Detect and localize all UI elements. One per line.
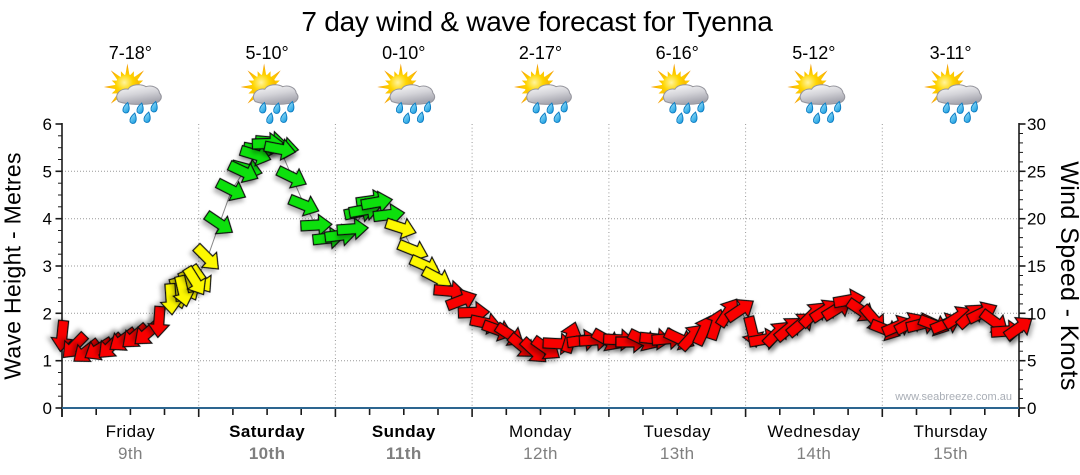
svg-text:1: 1 [43,352,52,371]
svg-text:13th: 13th [660,444,695,463]
svg-text:6-16°: 6-16° [656,43,699,63]
svg-text:5-10°: 5-10° [245,43,288,63]
svg-text:Thursday: Thursday [914,422,988,441]
svg-text:2: 2 [43,304,52,323]
svg-text:15: 15 [1027,257,1046,276]
svg-text:6: 6 [43,115,52,134]
svg-text:9th: 9th [118,444,143,463]
svg-text:14th: 14th [797,444,832,463]
svg-text:Saturday: Saturday [229,422,305,441]
svg-text:11th: 11th [386,444,422,463]
svg-text:Tuesday: Tuesday [644,422,711,441]
svg-text:0-10°: 0-10° [382,43,425,63]
svg-text:5: 5 [1027,352,1036,371]
svg-text:3: 3 [43,257,52,276]
svg-text:Friday: Friday [106,422,156,441]
svg-text:Wednesday: Wednesday [767,422,860,441]
svg-text:4: 4 [43,210,52,229]
svg-text:Sunday: Sunday [372,422,436,441]
svg-text:3-11°: 3-11° [930,43,972,63]
svg-text:10th: 10th [249,444,286,463]
svg-text:30: 30 [1027,115,1046,134]
svg-text:10: 10 [1027,304,1046,323]
svg-text:25: 25 [1027,162,1046,181]
svg-text:2-17°: 2-17° [519,43,562,63]
svg-text:0: 0 [43,399,52,418]
svg-text:www.seabreeze.com.au: www.seabreeze.com.au [894,391,1012,403]
svg-text:Wind Speed - Knots: Wind Speed - Knots [1055,161,1080,391]
svg-text:15th: 15th [933,444,968,463]
svg-text:12th: 12th [523,444,558,463]
svg-text:7 day wind & wave forecast for: 7 day wind & wave forecast for Tyenna [301,6,773,37]
svg-text:Monday: Monday [509,422,572,441]
svg-text:5: 5 [43,162,52,181]
svg-text:0: 0 [1027,399,1036,418]
svg-text:7-18°: 7-18° [109,43,152,63]
svg-text:Wave Height - Metres: Wave Height - Metres [0,152,26,380]
svg-text:5-12°: 5-12° [792,43,835,63]
svg-text:20: 20 [1027,210,1046,229]
